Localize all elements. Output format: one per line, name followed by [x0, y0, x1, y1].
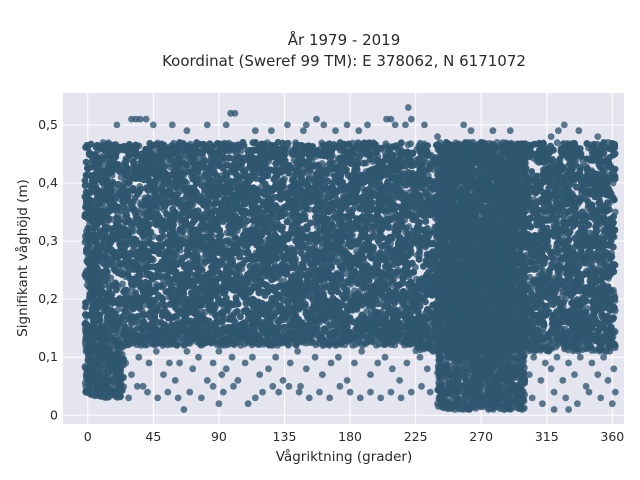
data-point — [553, 139, 561, 147]
chart-title-line1: År 1979 - 2019 — [288, 30, 401, 49]
data-point — [407, 140, 415, 148]
chart-title-line2: Koordinat (Sweref 99 TM): E 378062, N 61… — [162, 52, 526, 70]
data-points — [81, 104, 619, 413]
data-point — [243, 217, 251, 224]
data-point — [119, 280, 126, 288]
